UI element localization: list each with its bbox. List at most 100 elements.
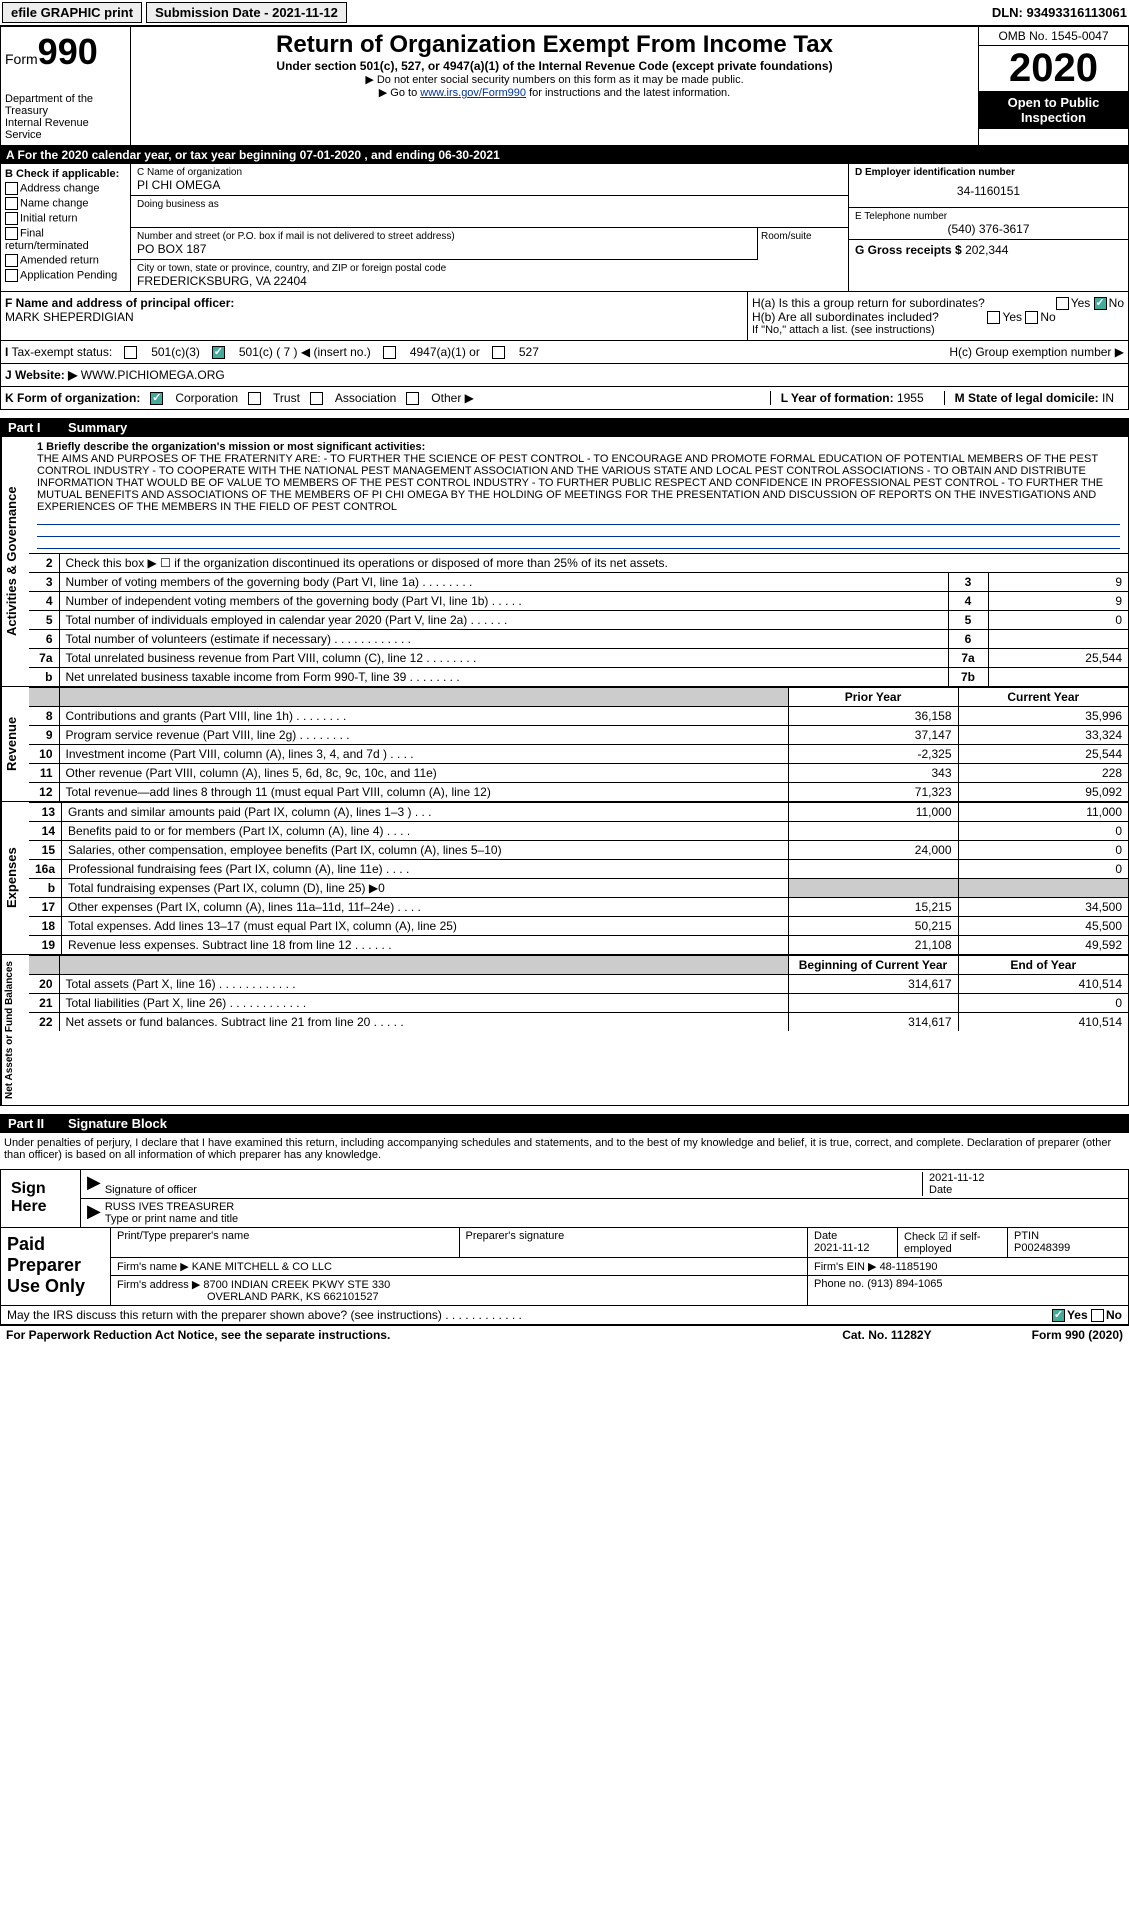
cb-address-change[interactable]	[5, 182, 18, 195]
c16a: 0	[958, 860, 1128, 879]
cb-4947[interactable]	[383, 346, 396, 359]
c12: 95,092	[958, 783, 1128, 802]
opt-4947: 4947(a)(1) or	[410, 345, 480, 359]
line4: Number of independent voting members of …	[59, 592, 948, 611]
kform-label: K Form of organization:	[5, 391, 140, 405]
dln: DLN: 93493316113061	[992, 5, 1127, 20]
dba-label: Doing business as	[137, 199, 842, 210]
tax-exempt-label: Tax-exempt status:	[11, 345, 112, 359]
c11: 228	[958, 764, 1128, 783]
col-boy: Beginning of Current Year	[788, 956, 958, 975]
e22: 410,514	[958, 1013, 1128, 1032]
hb-no: No	[1040, 310, 1055, 324]
form-number: 990	[38, 31, 98, 72]
line17: Other expenses (Part IX, column (A), lin…	[62, 898, 788, 917]
firm-addr-label: Firm's address ▶	[117, 1279, 200, 1291]
ptin-label: PTIN	[1014, 1230, 1039, 1242]
form-subtitle: Under section 501(c), 527, or 4947(a)(1)…	[135, 59, 974, 73]
opt-501c: 501(c) ( 7 ) ◀ (insert no.)	[239, 345, 371, 359]
cb-hb-no[interactable]	[1025, 311, 1038, 324]
line22: Net assets or fund balances. Subtract li…	[59, 1013, 788, 1032]
p9: 37,147	[788, 726, 958, 745]
ein-value: 34-1160151	[855, 178, 1122, 204]
gross-value: 202,344	[965, 243, 1008, 257]
cb-discuss-yes[interactable]	[1052, 1309, 1065, 1322]
opt-501c3: 501(c)(3)	[151, 345, 200, 359]
b22: 314,617	[788, 1013, 958, 1032]
opt-amended: Amended return	[20, 254, 99, 266]
year-formation-label: L Year of formation:	[781, 391, 897, 405]
cb-501c[interactable]	[212, 346, 225, 359]
info-section: B Check if applicable: Address change Na…	[0, 164, 1129, 292]
part2-header: Part II Signature Block	[0, 1114, 1129, 1133]
cb-trust[interactable]	[248, 392, 261, 405]
discuss-yes: Yes	[1067, 1308, 1088, 1322]
c9: 33,324	[958, 726, 1128, 745]
org-name: PI CHI OMEGA	[137, 178, 842, 192]
irs-link[interactable]: www.irs.gov/Form990	[420, 87, 526, 99]
cb-527[interactable]	[492, 346, 505, 359]
opt-other: Other ▶	[431, 391, 474, 405]
form-prefix: Form	[5, 51, 38, 67]
cb-501c3[interactable]	[124, 346, 137, 359]
footer-mid: Cat. No. 11282Y	[842, 1328, 931, 1342]
opt-assoc: Association	[335, 391, 396, 405]
hb-label: H(b) Are all subordinates included?	[752, 310, 939, 324]
cb-discuss-no[interactable]	[1091, 1309, 1104, 1322]
line18: Total expenses. Add lines 13–17 (must eq…	[62, 917, 788, 936]
firm-addr1: 8700 INDIAN CREEK PKWY STE 330	[203, 1279, 390, 1291]
opt-corp: Corporation	[175, 391, 238, 405]
discuss-question: May the IRS discuss this return with the…	[7, 1308, 522, 1322]
prep-col1: Print/Type preparer's name	[117, 1230, 249, 1242]
cb-ha-yes[interactable]	[1056, 297, 1069, 310]
cb-corp[interactable]	[150, 392, 163, 405]
cb-ha-no[interactable]	[1094, 297, 1107, 310]
opt-527: 527	[519, 345, 539, 359]
cb-other[interactable]	[406, 392, 419, 405]
cb-hb-yes[interactable]	[987, 311, 1000, 324]
officer-label: F Name and address of principal officer:	[5, 296, 743, 310]
tax-year: 2020	[979, 46, 1128, 91]
val6	[988, 630, 1128, 649]
p10: -2,325	[788, 745, 958, 764]
section-netassets: Net Assets or Fund Balances	[1, 955, 29, 1105]
part1-header: Part I Summary	[0, 418, 1129, 437]
footer-right: Form 990 (2020)	[1032, 1328, 1123, 1342]
part1-num: Part I	[8, 420, 68, 435]
cb-assoc[interactable]	[310, 392, 323, 405]
domicile-label: M State of legal domicile:	[955, 391, 1102, 405]
line13: Grants and similar amounts paid (Part IX…	[62, 803, 788, 822]
city-label: City or town, state or province, country…	[137, 263, 842, 274]
room-label: Room/suite	[758, 228, 848, 260]
ha-label: H(a) Is this a group return for subordin…	[752, 296, 985, 310]
line10: Investment income (Part VIII, column (A)…	[59, 745, 788, 764]
line7a: Total unrelated business revenue from Pa…	[59, 649, 948, 668]
line1-label: 1 Briefly describe the organization's mi…	[37, 441, 1120, 453]
discuss-no: No	[1106, 1308, 1122, 1322]
firm-ein-label: Firm's EIN ▶	[814, 1261, 877, 1273]
cb-initial[interactable]	[5, 212, 18, 225]
cb-amended[interactable]	[5, 254, 18, 267]
section-governance: Activities & Governance	[1, 437, 29, 686]
mission-text: THE AIMS AND PURPOSES OF THE FRATERNITY …	[37, 453, 1120, 513]
website-label: J Website: ▶	[5, 368, 77, 382]
cb-final[interactable]	[5, 227, 18, 240]
domicile-value: IN	[1102, 391, 1114, 405]
b20: 314,617	[788, 975, 958, 994]
part2-title: Signature Block	[68, 1116, 167, 1131]
c19: 49,592	[958, 936, 1128, 955]
line7b: Net unrelated business taxable income fr…	[59, 668, 948, 687]
ha-no: No	[1109, 296, 1124, 310]
cb-name-change[interactable]	[5, 197, 18, 210]
val7a: 25,544	[988, 649, 1128, 668]
form-header: Form990 Department of the Treasury Inter…	[0, 26, 1129, 146]
part2-num: Part II	[8, 1116, 68, 1131]
box-b-label: B Check if applicable:	[5, 168, 126, 180]
prep-phone-label: Phone no.	[814, 1278, 864, 1290]
p19: 21,108	[788, 936, 958, 955]
c10: 25,544	[958, 745, 1128, 764]
goto-post: for instructions and the latest informat…	[526, 87, 730, 99]
omb-number: OMB No. 1545-0047	[979, 27, 1128, 46]
cb-pending[interactable]	[5, 269, 18, 282]
line15: Salaries, other compensation, employee b…	[62, 841, 788, 860]
